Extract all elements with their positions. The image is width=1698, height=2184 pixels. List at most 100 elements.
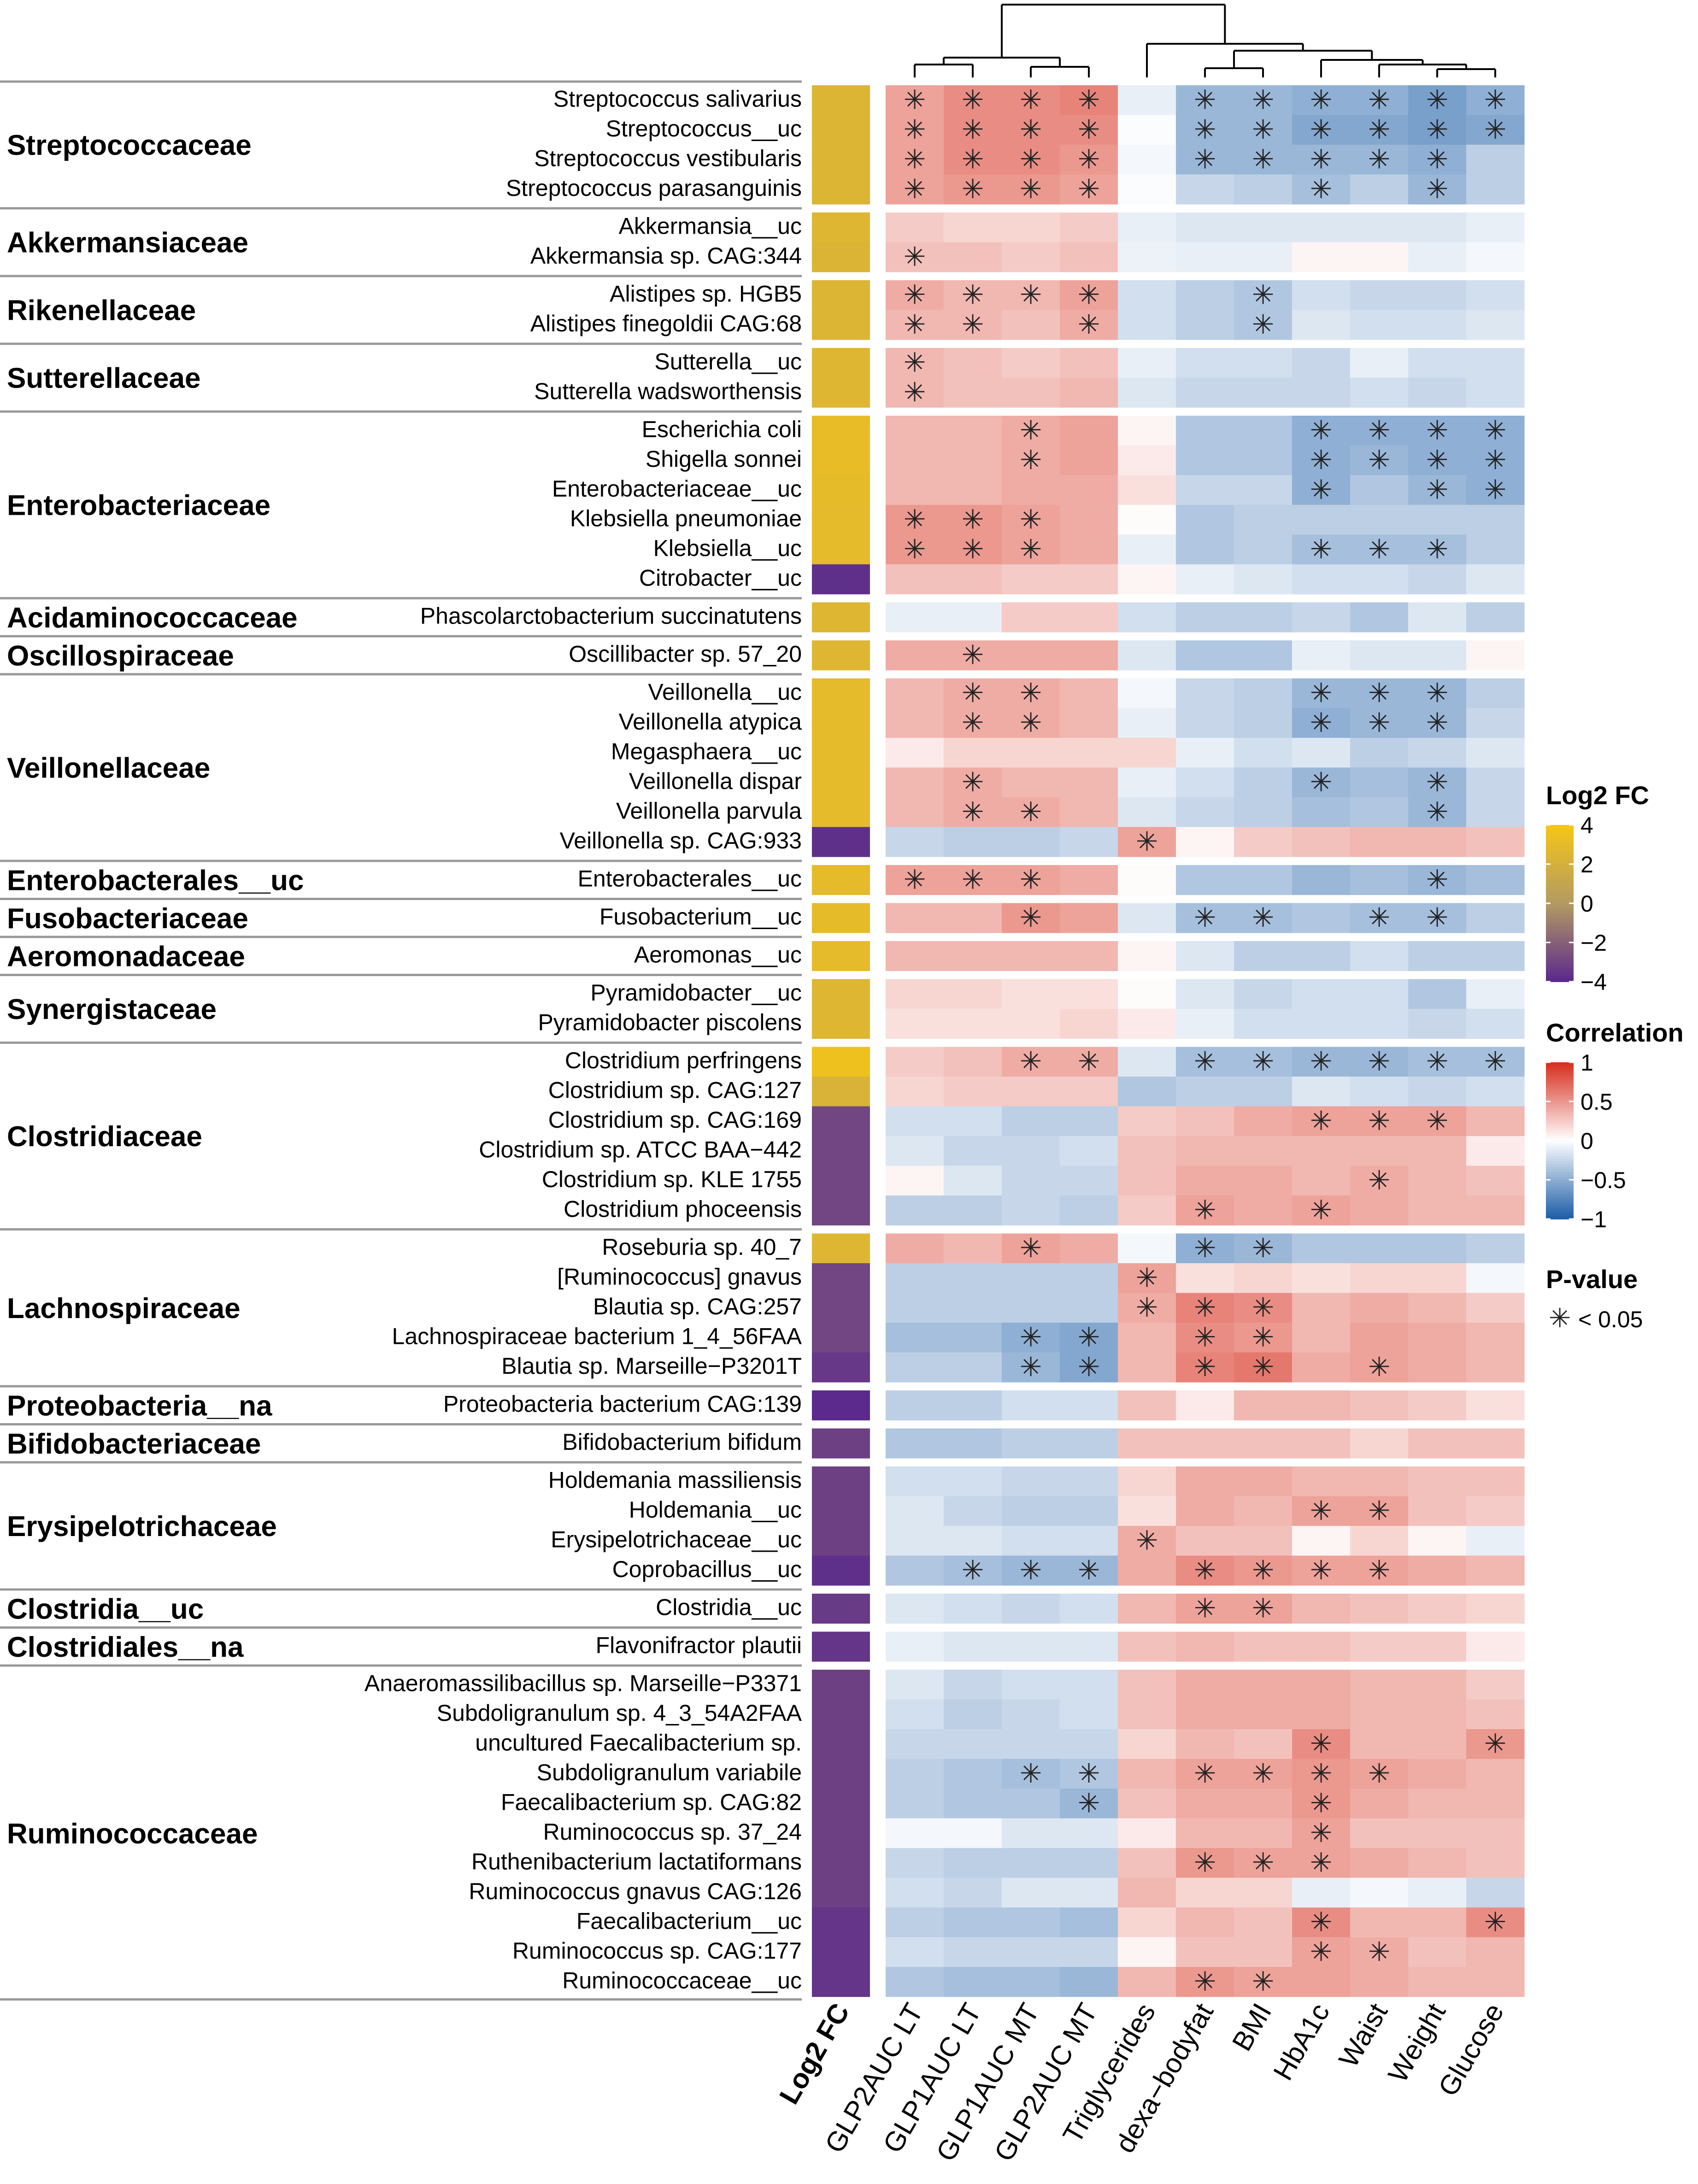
significance-star: ✳ <box>904 505 926 535</box>
heatmap-cell <box>1466 1631 1525 1662</box>
heatmap-cell <box>886 1526 944 1556</box>
heatmap-cell <box>1002 941 1060 971</box>
significance-star: ✳ <box>1020 797 1042 827</box>
heatmap-cell <box>1002 348 1060 378</box>
heatmap-cell <box>1408 678 1467 709</box>
heatmap-cell <box>1408 1047 1467 1077</box>
family-label: Ruminococcaceae <box>7 1818 258 1850</box>
heatmap-cell <box>886 678 944 709</box>
heatmap-cell <box>1350 1428 1409 1459</box>
heatmap-cell <box>944 1390 1002 1421</box>
heatmap-cell <box>1176 1233 1234 1264</box>
heatmap-cell <box>1234 310 1293 340</box>
heatmap-cell <box>1350 1009 1409 1039</box>
significance-star: ✳ <box>1194 903 1216 933</box>
species-label: Phascolarctobacterium succinatutens <box>420 603 802 629</box>
log2fc-cell <box>812 1526 870 1556</box>
heatmap-cell <box>1176 1466 1234 1497</box>
heatmap-cell <box>1176 1526 1234 1556</box>
significance-star: ✳ <box>1368 1496 1391 1526</box>
family-label: Streptococcaceae <box>7 130 252 161</box>
heatmap-cell <box>1466 1352 1525 1383</box>
legend-log2fc-tick: −4 <box>1580 969 1607 995</box>
log2fc-cell <box>812 602 870 633</box>
heatmap-cell <box>1060 1293 1118 1323</box>
heatmap-cell <box>1466 416 1525 446</box>
legend-correlation-swatch <box>1546 1182 1574 1186</box>
heatmap-cell <box>1292 310 1351 340</box>
heatmap-cell <box>886 377 944 408</box>
heatmap-cell <box>1118 115 1176 145</box>
legend-correlation-tick: 1 <box>1580 1050 1593 1076</box>
heatmap-cell <box>1466 535 1525 565</box>
log2fc-cell <box>812 1937 870 1967</box>
significance-star: ✳ <box>904 242 926 272</box>
legend-correlation-swatch <box>1546 1185 1574 1188</box>
heatmap-cell <box>1350 979 1409 1009</box>
heatmap-cell <box>1060 1818 1118 1848</box>
heatmap-cell <box>1466 85 1525 116</box>
heatmap-cell <box>1060 640 1118 671</box>
heatmap-cell <box>1466 640 1525 671</box>
heatmap-cell <box>1234 1818 1293 1848</box>
heatmap-cell <box>1060 1699 1118 1730</box>
heatmap-cell <box>1176 797 1234 828</box>
heatmap-cell <box>1002 1077 1060 1107</box>
heatmap-cell <box>886 1390 944 1421</box>
heatmap-cell <box>1118 708 1176 738</box>
heatmap-cell <box>1292 979 1351 1009</box>
heatmap-cell <box>1176 1789 1234 1819</box>
heatmap-cell <box>1466 1818 1525 1848</box>
heatmap-cell <box>1234 1631 1293 1662</box>
significance-star: ✳ <box>1252 1555 1275 1585</box>
heatmap-cell <box>1060 1907 1118 1938</box>
heatmap-cell <box>1176 1195 1234 1226</box>
legend-correlation-swatch <box>1546 1104 1574 1107</box>
heatmap-cell <box>1292 1263 1351 1294</box>
family-label: Proteobacteria__na <box>7 1390 272 1422</box>
heatmap-cell <box>1466 1526 1525 1556</box>
heatmap-cell <box>1350 1293 1409 1323</box>
heatmap-cell <box>944 145 1002 175</box>
heatmap-cell <box>1350 865 1409 895</box>
log2fc-cell <box>812 708 870 738</box>
heatmap-cell <box>1118 1759 1176 1789</box>
significance-star: ✳ <box>1020 678 1042 708</box>
heatmap-cell <box>944 1555 1002 1586</box>
heatmap-cell <box>1234 1106 1293 1136</box>
species-label: Ruminococcus sp. 37_24 <box>543 1819 802 1845</box>
significance-star: ✳ <box>1368 1047 1391 1077</box>
heatmap-cell <box>1002 1009 1060 1039</box>
species-label: Streptococcus vestibularis <box>534 145 802 171</box>
heatmap-cell <box>1466 280 1525 311</box>
heatmap-cell <box>1350 1699 1409 1730</box>
heatmap-cell <box>1234 1555 1293 1586</box>
legend-correlation-swatch <box>1546 1086 1574 1089</box>
significance-star: ✳ <box>1078 1352 1100 1382</box>
log2fc-cell <box>812 1390 870 1421</box>
legend-correlation-swatch <box>1546 1094 1574 1097</box>
heatmap-cell <box>1176 1106 1234 1136</box>
legend-correlation-swatch <box>1546 1133 1574 1136</box>
legend-log2fc-swatch <box>1546 851 1574 854</box>
species-label: Blautia sp. CAG:257 <box>593 1294 802 1319</box>
heatmap-cell <box>1234 865 1293 895</box>
heatmap-cell <box>1234 1047 1293 1077</box>
heatmap-cell <box>1118 505 1176 535</box>
legend-log2fc-swatch <box>1546 890 1574 894</box>
heatmap-cell <box>1176 1729 1234 1760</box>
heatmap-cell <box>1234 979 1293 1009</box>
log2fc-cell <box>812 1352 870 1383</box>
species-label: Roseburia sp. 40_7 <box>602 1234 802 1260</box>
species-label: Veillonella parvula <box>616 798 802 824</box>
heatmap-cell <box>1118 1631 1176 1662</box>
species-label: Veillonella__uc <box>648 679 802 705</box>
legend-log2fc-swatch <box>1546 859 1574 862</box>
heatmap-cell <box>944 1818 1002 1848</box>
heatmap-cell <box>1002 1263 1060 1294</box>
heatmap-cell <box>1408 416 1467 446</box>
species-label: Escherichia coli <box>642 416 802 442</box>
significance-star: ✳ <box>1020 85 1042 115</box>
log2fc-cell <box>812 1759 870 1789</box>
heatmap-cell <box>1292 348 1351 378</box>
